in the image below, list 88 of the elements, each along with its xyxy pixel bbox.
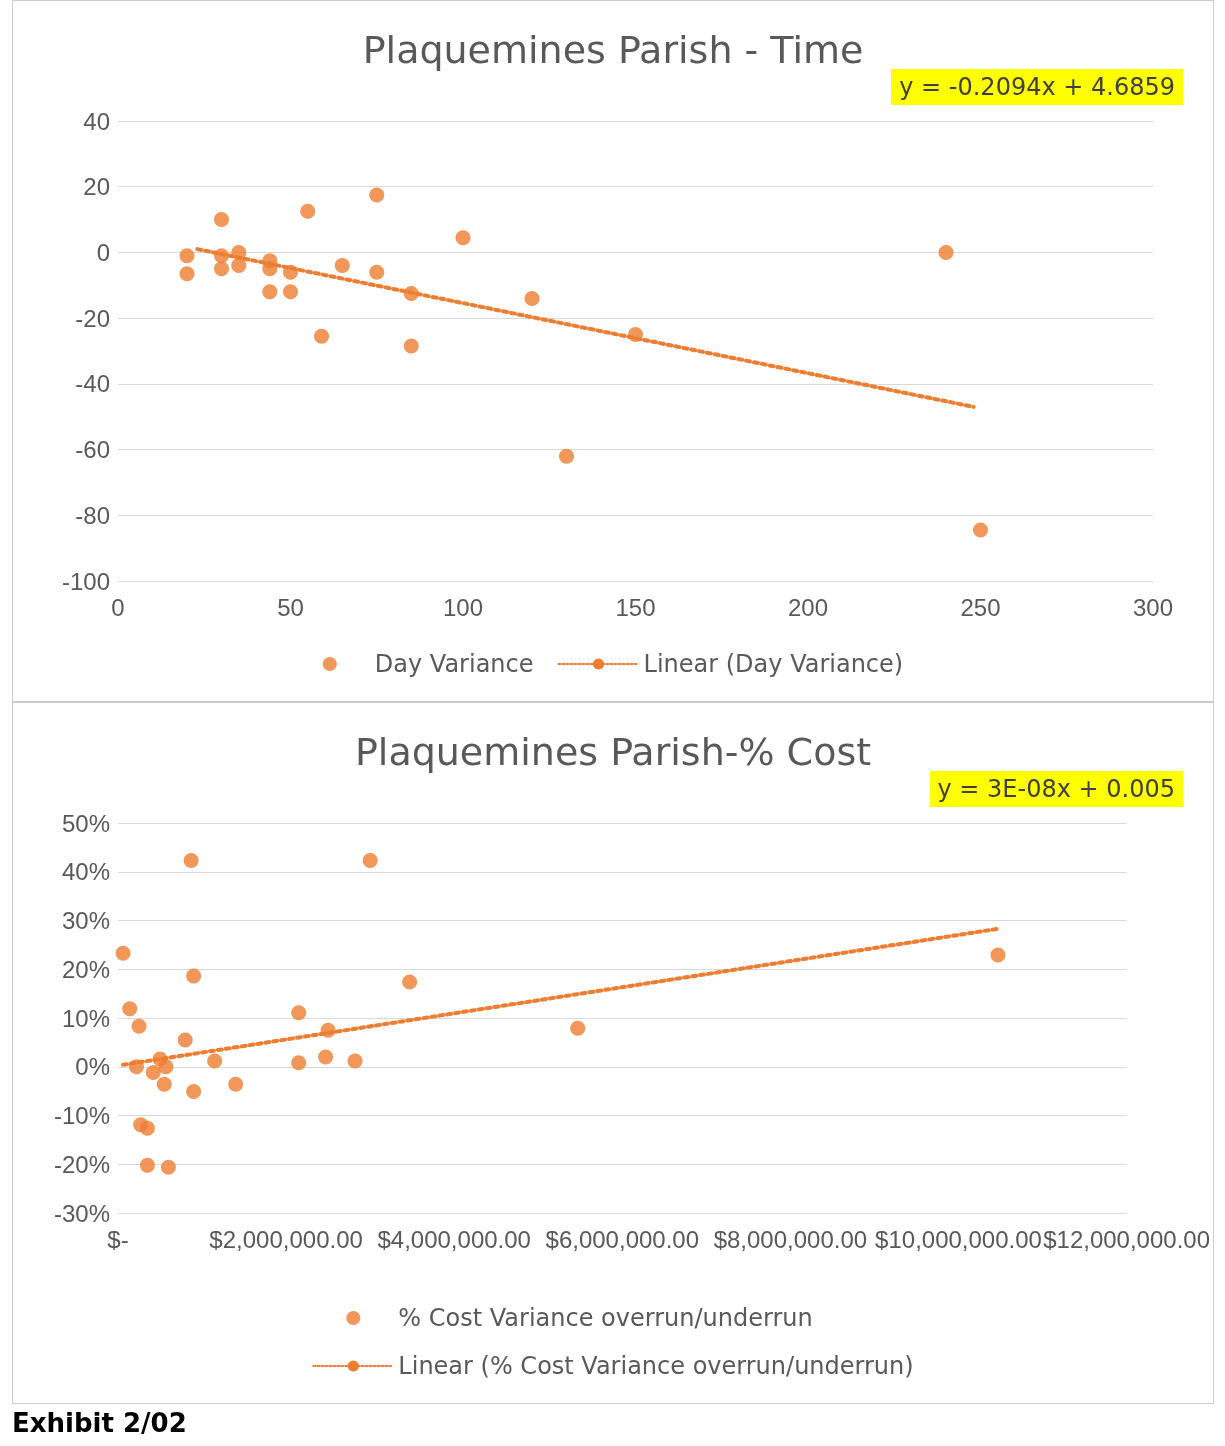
legend-label: % Cost Variance overrun/underrun bbox=[398, 1304, 813, 1332]
point bbox=[291, 1055, 307, 1071]
point bbox=[291, 1005, 307, 1021]
point bbox=[214, 212, 229, 228]
x-tick-label: 150 bbox=[615, 593, 656, 621]
point bbox=[131, 1018, 147, 1034]
text: y = -0.2094x + 4.6859 bbox=[891, 69, 1183, 105]
point bbox=[369, 264, 385, 280]
x-tick-label: $10,000,000.00 bbox=[875, 1225, 1042, 1253]
point bbox=[122, 1001, 138, 1017]
point bbox=[403, 338, 419, 354]
point bbox=[362, 853, 378, 869]
y-tick-label: 30% bbox=[61, 907, 110, 934]
x-tick-label: $2,000,000.00 bbox=[209, 1225, 363, 1253]
x-tick-label: $4,000,000.00 bbox=[377, 1225, 531, 1253]
legend-label: Linear (Day Variance) bbox=[643, 650, 904, 678]
point bbox=[973, 522, 988, 538]
x-tick-label: 50 bbox=[277, 593, 304, 621]
x-tick-label: 100 bbox=[442, 593, 484, 621]
y-tick-label: 40% bbox=[61, 858, 110, 886]
point bbox=[990, 947, 1006, 963]
point bbox=[938, 244, 954, 260]
point bbox=[628, 327, 643, 343]
point bbox=[177, 1032, 193, 1048]
point bbox=[318, 1049, 334, 1065]
y-tick-label: 0% bbox=[75, 1053, 110, 1081]
point bbox=[139, 1157, 155, 1173]
point bbox=[186, 968, 202, 984]
x-tick-label: $- bbox=[107, 1225, 129, 1253]
point bbox=[214, 248, 229, 264]
legend-label: Day Variance bbox=[374, 650, 534, 678]
chart-title: Plaquemines Parish-% Cost bbox=[354, 730, 872, 774]
point bbox=[314, 328, 330, 344]
y-tick-label: 0 bbox=[96, 238, 110, 266]
chart-title: Plaquemines Parish - Time bbox=[362, 28, 864, 72]
point bbox=[231, 258, 247, 274]
point bbox=[214, 261, 229, 277]
y-tick-label: -40 bbox=[75, 370, 110, 398]
point bbox=[179, 248, 195, 264]
y-tick-label: -20% bbox=[53, 1150, 110, 1178]
point bbox=[186, 1084, 202, 1100]
point bbox=[262, 284, 278, 300]
point bbox=[524, 290, 540, 306]
y-tick-label: 40 bbox=[83, 107, 110, 135]
point bbox=[570, 1020, 586, 1036]
y-tick-label: -80 bbox=[75, 501, 110, 529]
y-tick-label: -60 bbox=[75, 436, 110, 464]
x-tick-label: 200 bbox=[787, 593, 829, 621]
point bbox=[369, 187, 385, 203]
point bbox=[139, 1120, 155, 1136]
point bbox=[300, 203, 316, 219]
x-tick-label: $8,000,000.00 bbox=[713, 1225, 868, 1253]
point bbox=[402, 974, 418, 990]
y-tick-label: -100 bbox=[61, 567, 110, 595]
point bbox=[158, 1059, 174, 1075]
point bbox=[228, 1076, 244, 1092]
y-tick-label: -10% bbox=[53, 1102, 110, 1129]
point bbox=[115, 945, 131, 961]
x-tick-label: 250 bbox=[960, 593, 1001, 621]
point bbox=[347, 1053, 363, 1069]
y-tick-label: -20 bbox=[75, 304, 110, 332]
y-tick-label: -30% bbox=[53, 1199, 110, 1227]
point bbox=[455, 230, 471, 246]
point bbox=[183, 853, 199, 869]
y-tick-label: 20% bbox=[61, 955, 110, 983]
point bbox=[334, 258, 350, 274]
point bbox=[262, 261, 278, 277]
x-tick-label: $12,000,000.00 bbox=[1043, 1225, 1210, 1253]
point bbox=[231, 244, 247, 260]
x-tick-label: 300 bbox=[1132, 593, 1174, 621]
x-tick-label: $6,000,000.00 bbox=[545, 1225, 700, 1253]
point bbox=[160, 1159, 176, 1175]
point bbox=[320, 1022, 336, 1038]
point bbox=[403, 286, 419, 301]
point bbox=[283, 264, 298, 280]
point bbox=[283, 284, 298, 300]
point bbox=[207, 1053, 223, 1069]
point bbox=[145, 1065, 161, 1081]
y-tick-label: 50% bbox=[61, 809, 110, 837]
y-tick-label: 10% bbox=[61, 1004, 110, 1032]
point bbox=[559, 448, 574, 464]
point bbox=[129, 1059, 144, 1075]
y-tick-label: 20 bbox=[83, 173, 110, 201]
text: y = 3E-08x + 0.005 bbox=[929, 771, 1183, 807]
point bbox=[179, 266, 195, 282]
text: Exhibit 2/02 bbox=[12, 1408, 188, 1438]
legend-label: Linear (% Cost Variance overrun/underrun) bbox=[398, 1352, 914, 1380]
point bbox=[156, 1076, 172, 1092]
